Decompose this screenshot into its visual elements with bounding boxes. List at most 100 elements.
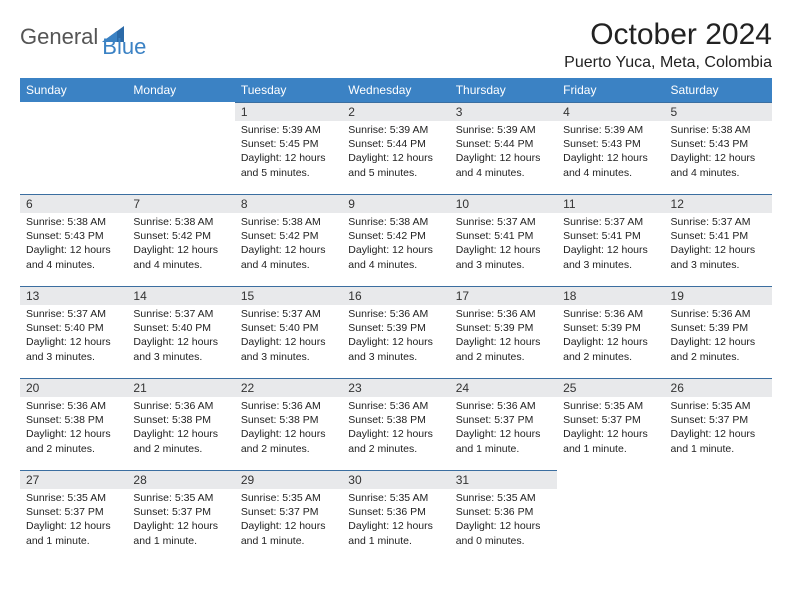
day-cell: 16Sunrise: 5:36 AMSunset: 5:39 PMDayligh…	[342, 286, 449, 378]
day-cell: 30Sunrise: 5:35 AMSunset: 5:36 PMDayligh…	[342, 470, 449, 562]
day-number: 17	[450, 286, 557, 305]
day-number: 31	[450, 470, 557, 489]
day-number: 8	[235, 194, 342, 213]
calendar-head: SundayMondayTuesdayWednesdayThursdayFrid…	[20, 78, 772, 102]
day-number: 20	[20, 378, 127, 397]
day-details: Sunrise: 5:38 AMSunset: 5:43 PMDaylight:…	[665, 121, 772, 184]
day-number: 21	[127, 378, 234, 397]
calendar-body: 1Sunrise: 5:39 AMSunset: 5:45 PMDaylight…	[20, 102, 772, 562]
day-details: Sunrise: 5:37 AMSunset: 5:41 PMDaylight:…	[450, 213, 557, 276]
day-details: Sunrise: 5:36 AMSunset: 5:37 PMDaylight:…	[450, 397, 557, 460]
weekday-header: Sunday	[20, 78, 127, 102]
day-details: Sunrise: 5:35 AMSunset: 5:37 PMDaylight:…	[127, 489, 234, 552]
day-cell: 27Sunrise: 5:35 AMSunset: 5:37 PMDayligh…	[20, 470, 127, 562]
weekday-header: Thursday	[450, 78, 557, 102]
day-number: 15	[235, 286, 342, 305]
day-number: 5	[665, 102, 772, 121]
day-details: Sunrise: 5:36 AMSunset: 5:38 PMDaylight:…	[342, 397, 449, 460]
empty-cell	[127, 102, 234, 194]
day-number: 1	[235, 102, 342, 121]
calendar-row: 1Sunrise: 5:39 AMSunset: 5:45 PMDaylight…	[20, 102, 772, 194]
day-cell: 13Sunrise: 5:37 AMSunset: 5:40 PMDayligh…	[20, 286, 127, 378]
weekday-header: Monday	[127, 78, 234, 102]
location-text: Puerto Yuca, Meta, Colombia	[564, 54, 772, 72]
day-number: 11	[557, 194, 664, 213]
day-number: 16	[342, 286, 449, 305]
day-details: Sunrise: 5:39 AMSunset: 5:44 PMDaylight:…	[342, 121, 449, 184]
day-details: Sunrise: 5:36 AMSunset: 5:39 PMDaylight:…	[450, 305, 557, 368]
day-cell: 23Sunrise: 5:36 AMSunset: 5:38 PMDayligh…	[342, 378, 449, 470]
day-number: 18	[557, 286, 664, 305]
day-details: Sunrise: 5:37 AMSunset: 5:40 PMDaylight:…	[235, 305, 342, 368]
day-number: 19	[665, 286, 772, 305]
empty-cell	[20, 102, 127, 194]
day-cell: 25Sunrise: 5:35 AMSunset: 5:37 PMDayligh…	[557, 378, 664, 470]
day-cell: 24Sunrise: 5:36 AMSunset: 5:37 PMDayligh…	[450, 378, 557, 470]
day-cell: 11Sunrise: 5:37 AMSunset: 5:41 PMDayligh…	[557, 194, 664, 286]
calendar-row: 20Sunrise: 5:36 AMSunset: 5:38 PMDayligh…	[20, 378, 772, 470]
brand-part1: General	[20, 24, 98, 50]
day-number: 24	[450, 378, 557, 397]
day-number: 9	[342, 194, 449, 213]
day-cell: 12Sunrise: 5:37 AMSunset: 5:41 PMDayligh…	[665, 194, 772, 286]
calendar-row: 13Sunrise: 5:37 AMSunset: 5:40 PMDayligh…	[20, 286, 772, 378]
day-details: Sunrise: 5:39 AMSunset: 5:45 PMDaylight:…	[235, 121, 342, 184]
day-details: Sunrise: 5:37 AMSunset: 5:40 PMDaylight:…	[127, 305, 234, 368]
day-cell: 8Sunrise: 5:38 AMSunset: 5:42 PMDaylight…	[235, 194, 342, 286]
empty-cell	[557, 470, 664, 562]
calendar-row: 6Sunrise: 5:38 AMSunset: 5:43 PMDaylight…	[20, 194, 772, 286]
day-number: 2	[342, 102, 449, 121]
day-number: 10	[450, 194, 557, 213]
day-cell: 5Sunrise: 5:38 AMSunset: 5:43 PMDaylight…	[665, 102, 772, 194]
day-cell: 10Sunrise: 5:37 AMSunset: 5:41 PMDayligh…	[450, 194, 557, 286]
day-cell: 31Sunrise: 5:35 AMSunset: 5:36 PMDayligh…	[450, 470, 557, 562]
calendar-row: 27Sunrise: 5:35 AMSunset: 5:37 PMDayligh…	[20, 470, 772, 562]
empty-cell	[665, 470, 772, 562]
day-details: Sunrise: 5:37 AMSunset: 5:40 PMDaylight:…	[20, 305, 127, 368]
page-header: General Blue October 2024 Puerto Yuca, M…	[20, 18, 772, 72]
day-details: Sunrise: 5:36 AMSunset: 5:38 PMDaylight:…	[127, 397, 234, 460]
day-cell: 2Sunrise: 5:39 AMSunset: 5:44 PMDaylight…	[342, 102, 449, 194]
weekday-header: Wednesday	[342, 78, 449, 102]
weekday-header: Saturday	[665, 78, 772, 102]
day-number: 27	[20, 470, 127, 489]
day-cell: 3Sunrise: 5:39 AMSunset: 5:44 PMDaylight…	[450, 102, 557, 194]
day-cell: 6Sunrise: 5:38 AMSunset: 5:43 PMDaylight…	[20, 194, 127, 286]
day-number: 28	[127, 470, 234, 489]
day-details: Sunrise: 5:36 AMSunset: 5:39 PMDaylight:…	[342, 305, 449, 368]
day-details: Sunrise: 5:35 AMSunset: 5:37 PMDaylight:…	[235, 489, 342, 552]
day-cell: 29Sunrise: 5:35 AMSunset: 5:37 PMDayligh…	[235, 470, 342, 562]
day-number: 4	[557, 102, 664, 121]
day-details: Sunrise: 5:38 AMSunset: 5:42 PMDaylight:…	[235, 213, 342, 276]
day-number: 13	[20, 286, 127, 305]
day-number: 6	[20, 194, 127, 213]
day-number: 14	[127, 286, 234, 305]
day-cell: 26Sunrise: 5:35 AMSunset: 5:37 PMDayligh…	[665, 378, 772, 470]
day-cell: 4Sunrise: 5:39 AMSunset: 5:43 PMDaylight…	[557, 102, 664, 194]
day-cell: 9Sunrise: 5:38 AMSunset: 5:42 PMDaylight…	[342, 194, 449, 286]
day-details: Sunrise: 5:35 AMSunset: 5:36 PMDaylight:…	[450, 489, 557, 552]
month-title: October 2024	[564, 18, 772, 52]
day-details: Sunrise: 5:35 AMSunset: 5:37 PMDaylight:…	[557, 397, 664, 460]
brand-part2: Blue	[102, 34, 146, 59]
day-number: 26	[665, 378, 772, 397]
day-details: Sunrise: 5:36 AMSunset: 5:38 PMDaylight:…	[20, 397, 127, 460]
day-cell: 7Sunrise: 5:38 AMSunset: 5:42 PMDaylight…	[127, 194, 234, 286]
day-details: Sunrise: 5:36 AMSunset: 5:39 PMDaylight:…	[557, 305, 664, 368]
calendar-table: SundayMondayTuesdayWednesdayThursdayFrid…	[20, 78, 772, 562]
day-number: 7	[127, 194, 234, 213]
day-cell: 14Sunrise: 5:37 AMSunset: 5:40 PMDayligh…	[127, 286, 234, 378]
weekday-header: Tuesday	[235, 78, 342, 102]
day-details: Sunrise: 5:37 AMSunset: 5:41 PMDaylight:…	[665, 213, 772, 276]
day-number: 29	[235, 470, 342, 489]
day-details: Sunrise: 5:37 AMSunset: 5:41 PMDaylight:…	[557, 213, 664, 276]
day-details: Sunrise: 5:35 AMSunset: 5:37 PMDaylight:…	[20, 489, 127, 552]
weekday-header: Friday	[557, 78, 664, 102]
day-details: Sunrise: 5:36 AMSunset: 5:39 PMDaylight:…	[665, 305, 772, 368]
day-details: Sunrise: 5:35 AMSunset: 5:37 PMDaylight:…	[665, 397, 772, 460]
day-number: 30	[342, 470, 449, 489]
day-details: Sunrise: 5:39 AMSunset: 5:44 PMDaylight:…	[450, 121, 557, 184]
brand-logo: General Blue	[20, 24, 170, 50]
day-cell: 19Sunrise: 5:36 AMSunset: 5:39 PMDayligh…	[665, 286, 772, 378]
day-cell: 22Sunrise: 5:36 AMSunset: 5:38 PMDayligh…	[235, 378, 342, 470]
